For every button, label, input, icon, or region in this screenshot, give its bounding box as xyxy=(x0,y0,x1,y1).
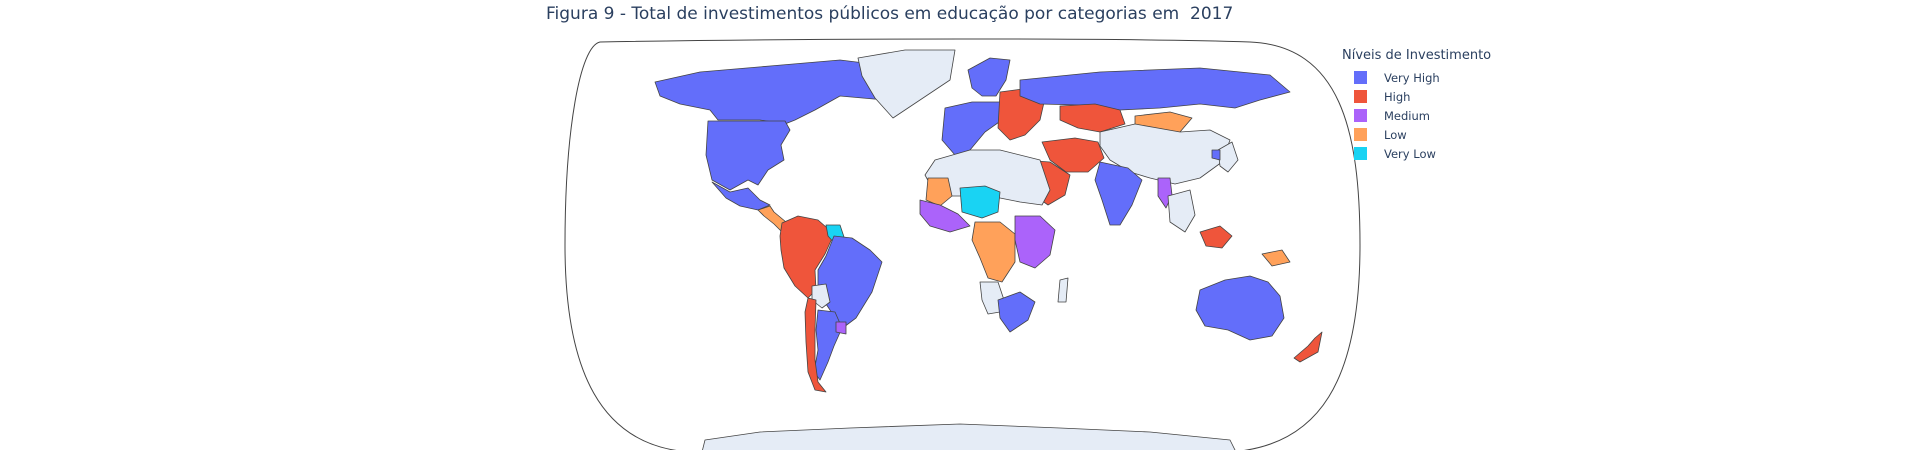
legend-label: Very Low xyxy=(1384,146,1436,161)
country-east-africa[interactable]: East Africa xyxy=(1014,215,1056,269)
country-australia[interactable]: Australia xyxy=(1195,275,1285,341)
legend-item-high[interactable]: High xyxy=(1342,87,1491,106)
country-russia[interactable]: Russia xyxy=(1019,67,1291,111)
legend-swatch xyxy=(1354,71,1367,84)
country-uruguay[interactable]: Uruguay xyxy=(835,321,847,335)
country-mexico[interactable]: Mexico xyxy=(711,181,771,211)
legend-label: High xyxy=(1384,89,1411,104)
country-greenland[interactable]: Greenland xyxy=(857,49,956,119)
legend-swatch xyxy=(1354,128,1367,141)
country-southeast-asia[interactable]: Southeast Asia xyxy=(1167,189,1196,233)
legend-swatch xyxy=(1354,147,1367,160)
country-niger-chad[interactable]: Niger / Chad xyxy=(959,185,1001,219)
country-canada-alaska[interactable]: Canada / Alaska xyxy=(654,59,916,125)
legend-label: Very High xyxy=(1384,70,1440,85)
chart-title: Figura 9 - Total de investimentos públic… xyxy=(546,4,1234,24)
country-india[interactable]: India xyxy=(1094,161,1143,226)
country-china[interactable]: China xyxy=(1099,123,1231,185)
country-argentina[interactable]: Argentina xyxy=(813,309,843,381)
legend-label: Medium xyxy=(1384,108,1430,123)
legend: Níveis de Investimento Very High High Me… xyxy=(1342,48,1491,163)
country-new-zealand[interactable]: New Zealand xyxy=(1293,331,1323,363)
country-chile[interactable]: Chile xyxy=(804,297,827,393)
country-mali-mauritania[interactable]: Mali / Mauritania xyxy=(925,177,953,207)
country-western-europe[interactable]: Western Europe xyxy=(941,101,1003,156)
country-united-states[interactable]: United States xyxy=(705,120,791,191)
country-kazakhstan[interactable]: Kazakhstan xyxy=(1059,103,1126,133)
legend-item-very-low[interactable]: Very Low xyxy=(1342,144,1491,163)
legend-item-medium[interactable]: Medium xyxy=(1342,106,1491,125)
legend-item-low[interactable]: Low xyxy=(1342,125,1491,144)
country-brazil[interactable]: Brazil xyxy=(817,235,883,331)
country-central-africa[interactable]: Central Africa xyxy=(971,221,1016,283)
legend-swatch xyxy=(1354,109,1367,122)
country-west-africa[interactable]: West Africa xyxy=(919,199,971,233)
legend-title: Níveis de Investimento xyxy=(1342,48,1492,63)
country-malaysia[interactable]: Malaysia xyxy=(1199,225,1233,249)
country-south-africa[interactable]: South Africa xyxy=(997,291,1036,333)
country-antarctica[interactable]: Antarctica xyxy=(699,423,1241,450)
country-iran-afghanistan[interactable]: Iran / Afghanistan xyxy=(1041,137,1105,173)
country-bolivia[interactable]: Bolivia xyxy=(811,283,831,309)
country-scandinavia[interactable]: Scandinavia xyxy=(967,57,1011,97)
country-korea[interactable]: Korea xyxy=(1211,149,1221,161)
legend-label: Low xyxy=(1384,127,1407,142)
country-japan[interactable]: Japan xyxy=(1217,141,1239,173)
country-madagascar[interactable]: Madagascar xyxy=(1057,277,1069,303)
country-papua-new-guinea[interactable]: Papua New Guinea xyxy=(1261,249,1291,267)
legend-swatch xyxy=(1354,90,1367,103)
legend-item-very-high[interactable]: Very High xyxy=(1342,68,1491,87)
